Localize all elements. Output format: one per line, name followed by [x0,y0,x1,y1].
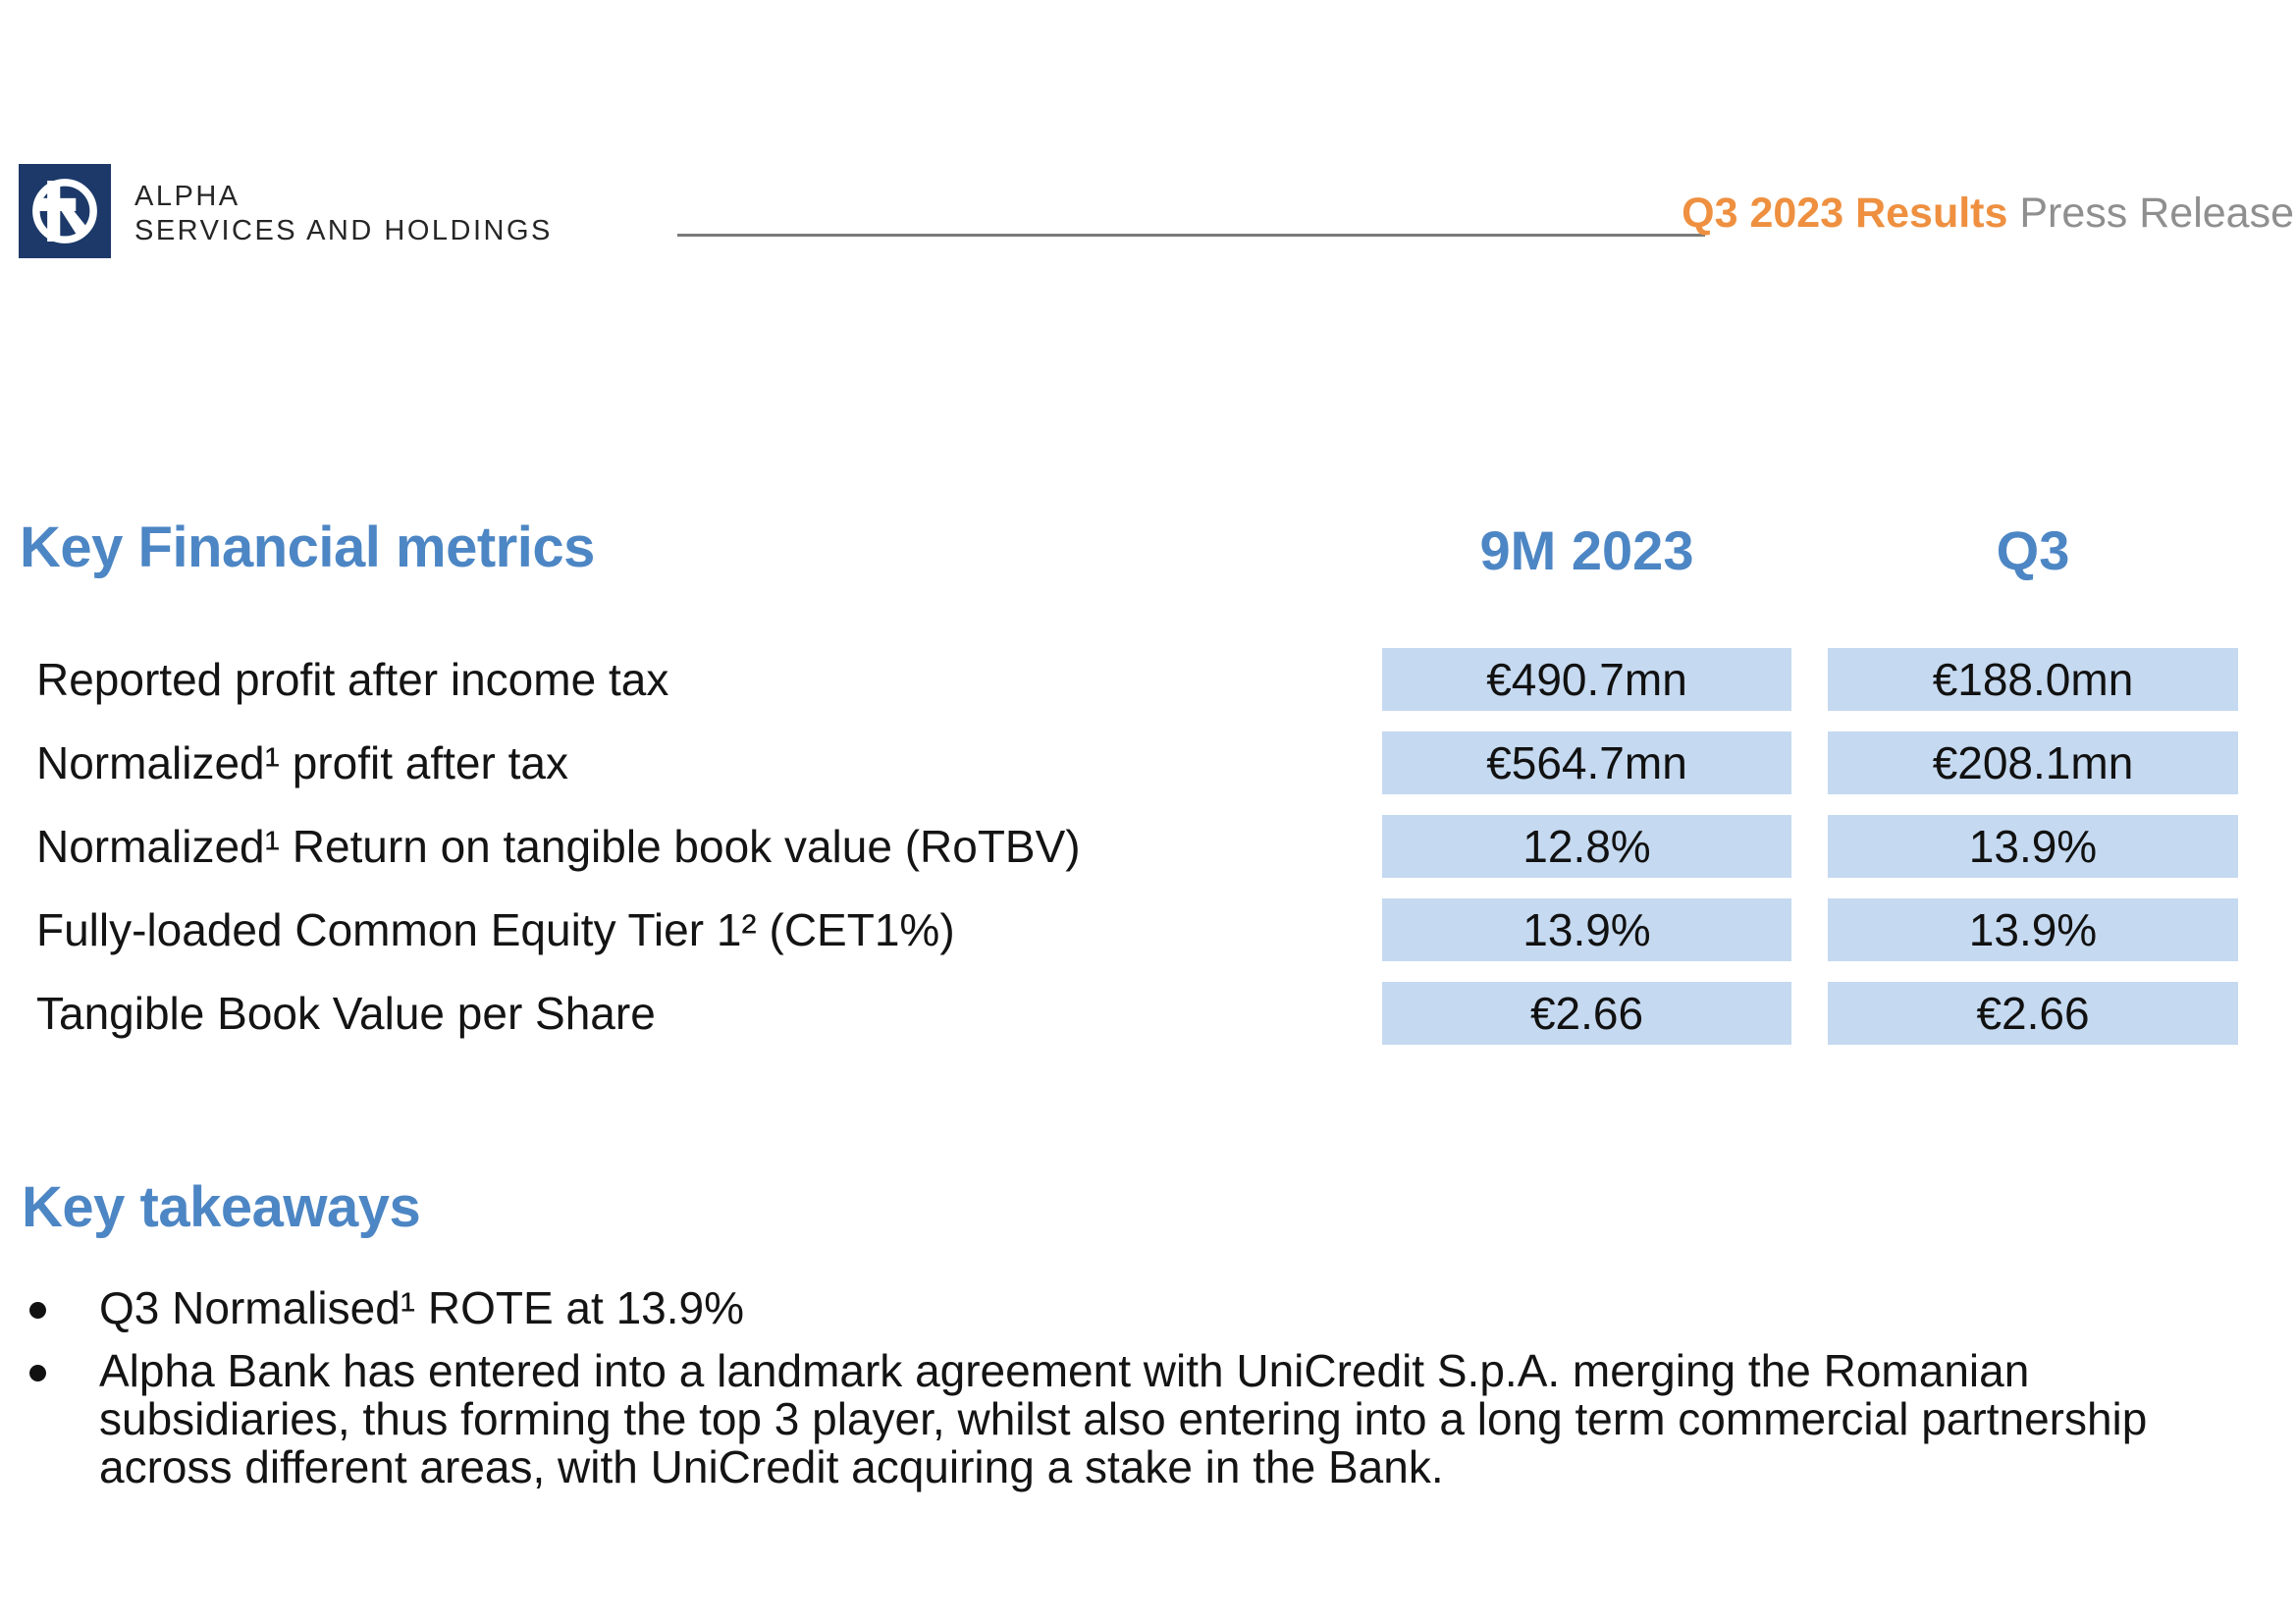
metric-label: Normalized¹ Return on tangible book valu… [36,821,1081,872]
metric-label: Reported profit after income tax [36,654,669,705]
brand-name: ALPHA SERVICES AND HOLDINGS [134,180,553,248]
metrics-row-cet1: Fully-loaded Common Equity Tier 1² (CET1… [0,898,2296,961]
metric-value-q3: €188.0mn [1828,648,2238,711]
metric-value-9m: 13.9% [1382,898,1791,961]
metric-value-q3: €208.1mn [1828,731,2238,794]
bullet-icon [29,1302,46,1319]
document-title-highlight: Q3 2023 Results [1682,189,2008,237]
takeaway-line: subsidiaries, thus forming the top 3 pla… [99,1393,2148,1444]
metric-label: Tangible Book Value per Share [36,988,656,1039]
header-divider [677,234,1705,237]
column-header-q3: Q3 [1996,519,2070,581]
takeaway-line: Alpha Bank has entered into a landmark a… [99,1345,2030,1396]
takeaway-line: Q3 Normalised¹ ROTE at 13.9% [99,1282,745,1333]
alpha-bank-logo-icon [32,179,97,244]
alpha-bank-logo [19,164,111,258]
takeaway-text: Alpha Bank has entered into a landmark a… [99,1347,2147,1491]
takeaway-text: Q3 Normalised¹ ROTE at 13.9% [99,1284,744,1332]
metric-value-9m: €564.7mn [1382,731,1791,794]
takeaways-section-heading: Key takeaways [22,1175,421,1239]
metric-value-9m: 12.8% [1382,815,1791,878]
metrics-section-heading: Key Financial metrics [20,515,595,579]
metrics-row-rotbv: Normalized¹ Return on tangible book valu… [0,815,2296,878]
column-header-9m-2023: 9M 2023 [1479,519,1694,581]
metric-label: Normalized¹ profit after tax [36,737,568,788]
metric-value-9m: €490.7mn [1382,648,1791,711]
metric-value-q3: €2.66 [1828,982,2238,1045]
document-title: Q3 2023 Results Press Release [1682,189,2294,238]
brand-line1: ALPHA [134,181,240,212]
metrics-row-reported-profit: Reported profit after income tax €490.7m… [0,648,2296,711]
metric-value-q3: 13.9% [1828,815,2238,878]
brand-line2: SERVICES AND HOLDINGS [134,215,553,246]
takeaway-line: across different areas, with UniCredit a… [99,1441,1444,1492]
metric-value-q3: 13.9% [1828,898,2238,961]
metric-value-9m: €2.66 [1382,982,1791,1045]
bullet-icon [29,1365,46,1381]
metric-label: Fully-loaded Common Equity Tier 1² (CET1… [36,904,955,955]
metrics-row-normalized-profit: Normalized¹ profit after tax €564.7mn €2… [0,731,2296,794]
document-title-rest: Press Release [2019,189,2294,237]
metrics-row-tbv-per-share: Tangible Book Value per Share €2.66 €2.6… [0,982,2296,1045]
